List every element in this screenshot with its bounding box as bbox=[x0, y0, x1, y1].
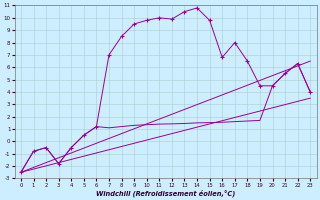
X-axis label: Windchill (Refroidissement éolien,°C): Windchill (Refroidissement éolien,°C) bbox=[96, 189, 235, 197]
